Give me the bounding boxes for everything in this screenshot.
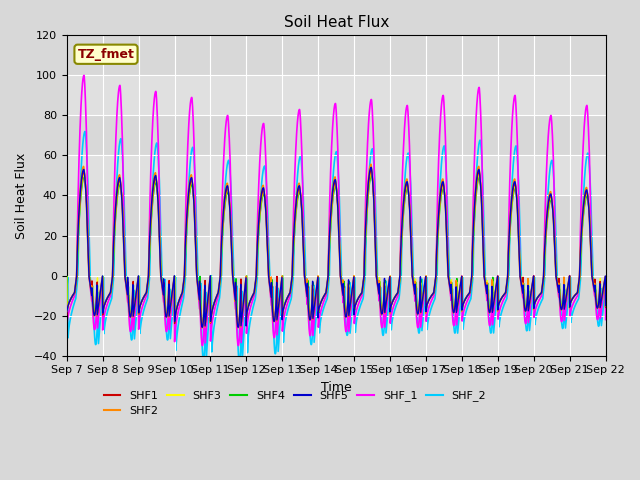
SHF3 [63, 274, 70, 280]
SHF2 [352, 300, 360, 306]
SHF_2 [63, 287, 70, 292]
SHF3 [364, 197, 371, 203]
SHF5 [198, 324, 206, 330]
SHF1 [555, 287, 563, 292]
Bar [67, 156, 605, 195]
SHF5 [63, 309, 70, 315]
SHF_1 [63, 327, 70, 333]
SHF5 [570, 294, 577, 300]
Line: SHF1: SHF1 [67, 169, 605, 326]
SHF_2 [364, 193, 372, 199]
SHF4 [368, 172, 376, 178]
SHF2 [63, 308, 70, 314]
X-axis label: Time: Time [321, 381, 351, 394]
SHF1 [570, 294, 577, 300]
SHF3 [602, 274, 609, 279]
SHF3 [570, 294, 577, 300]
Bar [67, 316, 605, 356]
SHF_1 [602, 317, 609, 323]
SHF5 [213, 292, 221, 298]
Line: SHF2: SHF2 [67, 164, 605, 328]
SHF_2 [352, 321, 360, 326]
SHF1 [234, 324, 242, 329]
SHF5 [493, 277, 501, 283]
Line: SHF4: SHF4 [67, 175, 605, 323]
SHF1 [493, 278, 501, 284]
SHF_1 [352, 309, 360, 315]
Line: SHF_1: SHF_1 [67, 75, 605, 346]
SHF_2 [555, 285, 563, 291]
SHF1 [63, 312, 70, 317]
SHF_1 [213, 296, 221, 302]
SHF1 [602, 304, 609, 310]
SHF2 [555, 289, 563, 295]
SHF5 [367, 165, 375, 170]
SHF_1 [555, 292, 563, 298]
SHF2 [602, 302, 609, 308]
SHF_1 [364, 135, 372, 141]
Text: TZ_fmet: TZ_fmet [77, 48, 134, 61]
Line: SHF_2: SHF_2 [67, 132, 605, 363]
SHF_2 [81, 129, 89, 134]
SHF4 [352, 300, 360, 306]
SHF5 [364, 189, 371, 195]
SHF_2 [570, 307, 577, 313]
SHF4 [602, 275, 609, 280]
SHF_2 [602, 283, 609, 288]
SHF1 [367, 167, 375, 172]
SHF4 [199, 320, 207, 326]
SHF4 [63, 275, 70, 281]
SHF2 [364, 184, 371, 190]
SHF3 [235, 322, 243, 328]
SHF2 [213, 291, 221, 297]
SHF_1 [234, 343, 242, 348]
SHF_2 [236, 360, 243, 366]
SHF5 [352, 301, 360, 307]
SHF2 [570, 294, 577, 300]
SHF4 [493, 280, 501, 286]
Line: SHF5: SHF5 [67, 168, 605, 327]
SHF4 [570, 294, 577, 300]
SHF1 [213, 293, 221, 299]
Legend: SHF1, SHF2, SHF3, SHF4, SHF5, SHF_1, SHF_2: SHF1, SHF2, SHF3, SHF4, SHF5, SHF_1, SHF… [99, 386, 491, 420]
SHF5 [602, 303, 609, 309]
SHF_1 [570, 300, 577, 306]
SHF3 [493, 279, 501, 285]
SHF1 [352, 301, 360, 307]
SHF4 [364, 202, 371, 208]
SHF2 [367, 161, 375, 167]
SHF3 [213, 293, 221, 299]
SHF_1 [80, 72, 88, 78]
SHF2 [198, 325, 206, 331]
SHF4 [213, 293, 221, 299]
SHF_2 [213, 305, 221, 311]
SHF5 [555, 288, 563, 294]
Bar [67, 75, 605, 115]
SHF4 [555, 284, 563, 289]
SHF1 [364, 193, 371, 199]
Title: Soil Heat Flux: Soil Heat Flux [284, 15, 389, 30]
SHF_2 [493, 293, 501, 299]
SHF_1 [493, 280, 501, 286]
SHF3 [352, 301, 360, 307]
Bar [67, 236, 605, 276]
Line: SHF3: SHF3 [67, 171, 605, 325]
SHF3 [555, 285, 563, 291]
SHF2 [493, 276, 501, 281]
Y-axis label: Soil Heat Flux: Soil Heat Flux [15, 152, 28, 239]
SHF3 [367, 168, 375, 174]
